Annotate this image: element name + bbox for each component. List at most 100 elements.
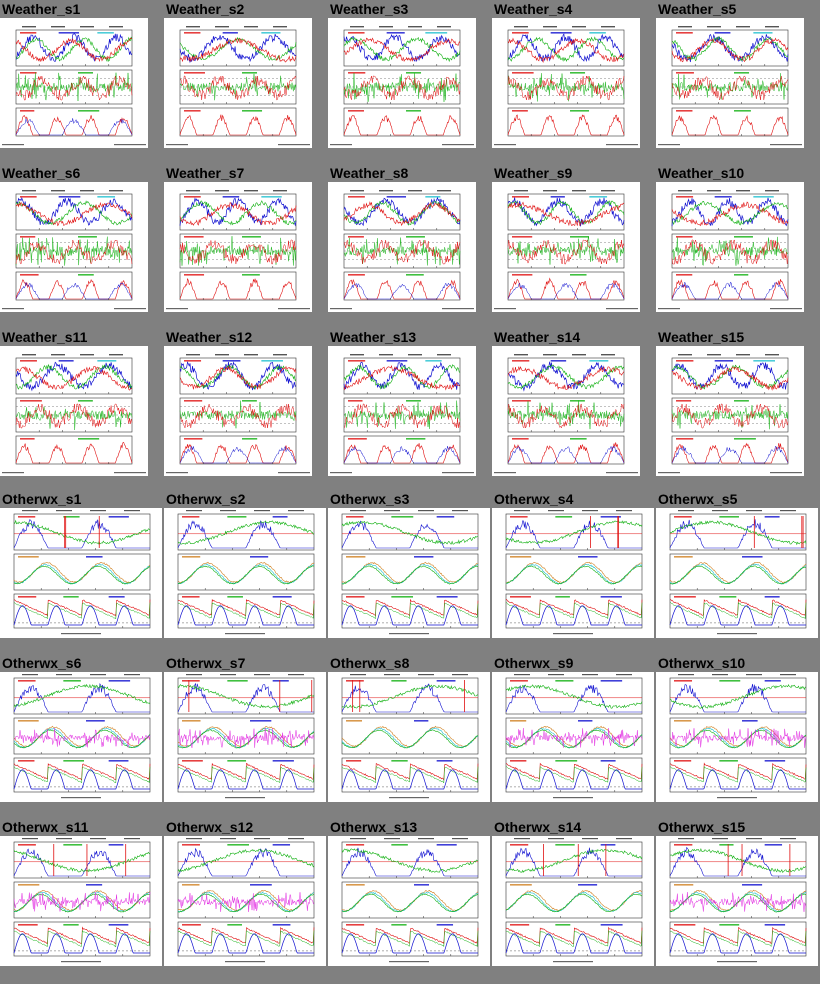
tile-title: Otherwx_s1 xyxy=(2,491,82,507)
weather-panel-3 xyxy=(15,271,133,301)
series-green xyxy=(13,683,151,708)
plot-image xyxy=(177,838,315,963)
plot-thumbnail[interactable] xyxy=(656,346,804,476)
series-blue xyxy=(671,33,789,63)
plot-image xyxy=(330,190,474,310)
series-red-noisy xyxy=(507,239,625,265)
plot-thumbnail[interactable] xyxy=(328,836,490,966)
otherwx-panel-3 xyxy=(177,593,315,629)
series-green-noisy xyxy=(671,404,789,430)
otherwx-panel-2 xyxy=(669,717,807,755)
series-blue-humps xyxy=(343,282,461,300)
plot-thumbnail[interactable] xyxy=(492,836,654,966)
otherwx-panel-1 xyxy=(177,513,315,551)
plot-image xyxy=(658,190,802,310)
plot-thumbnail[interactable] xyxy=(492,182,640,312)
plot-thumbnail[interactable] xyxy=(164,346,312,476)
tile-title: Otherwx_s10 xyxy=(658,655,746,671)
series-blue xyxy=(15,33,133,62)
series-red xyxy=(179,37,297,63)
otherwx-panel-2 xyxy=(177,717,315,755)
plot-image xyxy=(13,510,151,635)
series-green xyxy=(507,200,625,226)
series-blue-peaks xyxy=(341,769,478,790)
series-red-noisy xyxy=(507,75,625,101)
tile-title: Otherwx_s2 xyxy=(166,491,246,507)
tile-title: Weather_s6 xyxy=(2,165,81,181)
plot-thumbnail[interactable] xyxy=(0,672,162,802)
series-red-humps xyxy=(343,279,461,300)
series-magenta xyxy=(177,728,315,749)
plot-thumbnail[interactable] xyxy=(164,18,312,148)
series-cyan xyxy=(341,891,479,913)
series-blue-peaks xyxy=(13,933,150,954)
series-green xyxy=(505,849,643,873)
plot-thumbnail[interactable] xyxy=(492,672,654,802)
series-green-smooth xyxy=(669,565,807,585)
tile-title: Weather_s10 xyxy=(658,165,745,181)
plot-thumbnail[interactable] xyxy=(492,346,640,476)
plot-image xyxy=(341,674,479,799)
series-green-sawtooth xyxy=(177,929,315,947)
otherwx-panel-1 xyxy=(669,677,807,715)
plot-thumbnail[interactable] xyxy=(164,672,326,802)
otherwx-panel-1 xyxy=(505,677,643,715)
otherwx-panel-1 xyxy=(341,513,479,551)
tile-title: Otherwx_s11 xyxy=(2,819,89,835)
plot-thumbnail[interactable] xyxy=(164,836,326,966)
plot-thumbnail[interactable] xyxy=(164,508,326,638)
otherwx-panel-1 xyxy=(13,513,151,551)
series-blue-humps xyxy=(343,446,461,464)
series-green-smooth xyxy=(505,729,643,749)
weather-panel-3 xyxy=(671,107,789,137)
plot-image xyxy=(177,510,315,635)
plot-thumbnail[interactable] xyxy=(0,508,162,638)
plot-thumbnail[interactable] xyxy=(492,18,640,148)
plot-thumbnail[interactable] xyxy=(328,672,490,802)
plot-thumbnail[interactable] xyxy=(0,18,148,148)
otherwx-panel-1 xyxy=(505,841,643,879)
plot-thumbnail[interactable] xyxy=(328,508,490,638)
plot-thumbnail[interactable] xyxy=(0,346,148,476)
plot-thumbnail[interactable] xyxy=(656,836,818,966)
plot-thumbnail[interactable] xyxy=(492,508,654,638)
plot-thumbnail[interactable] xyxy=(656,182,804,312)
series-green-smooth xyxy=(505,893,643,913)
plot-thumbnail[interactable] xyxy=(656,18,804,148)
series-green xyxy=(177,684,315,709)
series-red-humps xyxy=(179,443,297,464)
otherwx-panel-1 xyxy=(177,841,315,879)
plot-thumbnail[interactable] xyxy=(656,508,818,638)
series-blue xyxy=(341,847,478,877)
weather-panel-1 xyxy=(179,357,297,395)
otherwx-panel-3 xyxy=(13,757,151,793)
weather-panel-3 xyxy=(671,271,789,301)
otherwx-panel-2 xyxy=(669,881,807,919)
series-red-humps xyxy=(179,278,297,300)
plot-thumbnail[interactable] xyxy=(328,182,476,312)
plot-thumbnail[interactable] xyxy=(0,182,148,312)
weather-panel-1 xyxy=(343,29,461,67)
plot-thumbnail[interactable] xyxy=(656,672,818,802)
weather-panel-3 xyxy=(179,271,297,301)
series-green xyxy=(177,848,315,873)
series-cyan xyxy=(669,563,807,585)
plot-thumbnail[interactable] xyxy=(0,836,162,966)
series-blue-peaks xyxy=(505,769,642,790)
otherwx-panel-3 xyxy=(177,757,315,793)
plot-thumbnail[interactable] xyxy=(328,18,476,148)
series-blue xyxy=(343,196,461,227)
series-blue xyxy=(505,847,642,877)
series-green xyxy=(179,200,297,226)
series-green-smooth xyxy=(13,565,151,585)
series-red-noisy xyxy=(671,75,789,101)
weather-panel-1 xyxy=(671,29,789,67)
plot-thumbnail[interactable] xyxy=(164,182,312,312)
series-orange xyxy=(341,725,479,748)
series-green xyxy=(13,519,151,545)
series-green-noisy xyxy=(343,237,461,266)
series-red-noisy xyxy=(15,239,133,265)
plot-thumbnail[interactable] xyxy=(328,346,476,476)
series-orange xyxy=(341,890,479,912)
series-red-noisy xyxy=(179,403,297,429)
